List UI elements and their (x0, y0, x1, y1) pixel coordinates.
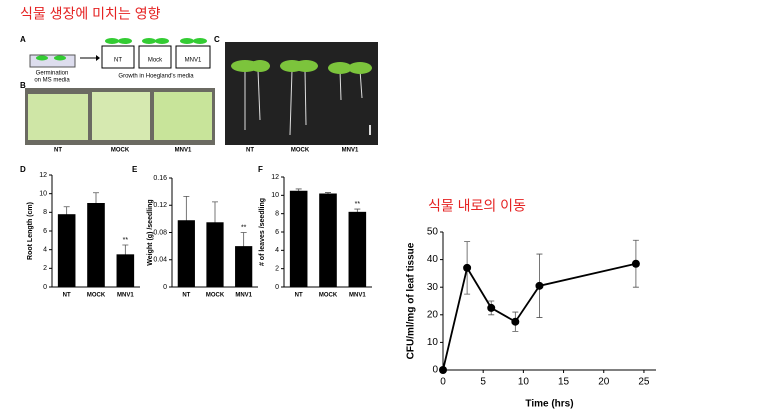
bar (57, 214, 76, 287)
photo-label: NT (246, 148, 254, 154)
point (463, 263, 472, 272)
x-tick-label: 20 (598, 377, 610, 388)
y-tick-label: 4 (275, 247, 279, 254)
x-tick-label: NT (182, 293, 190, 299)
y-axis-label: Weight (g) /seedling (147, 199, 154, 265)
bar (319, 193, 337, 287)
diagram-text: NT (114, 58, 122, 64)
bar (206, 222, 224, 287)
panel-label: B (20, 81, 26, 90)
x-axis-label: Time (hrs) (525, 399, 573, 410)
annotation: ** (123, 237, 129, 244)
y-tick-label: 6 (43, 228, 47, 235)
bar (116, 254, 135, 287)
y-tick-label: 30 (427, 282, 439, 293)
y-axis-label: # of leaves /seedling (259, 198, 266, 266)
annotation: ** (241, 224, 247, 231)
y-tick-label: 20 (427, 309, 439, 320)
photo-label: MOCK (111, 148, 130, 154)
y-tick-label: 50 (427, 227, 439, 238)
diagram-text: MNV1 (185, 58, 202, 64)
y-tick-label: 10 (271, 192, 279, 199)
photo-label: MOCK (291, 148, 310, 154)
x-tick-label: MOCK (206, 293, 225, 299)
annotation: ** (355, 201, 361, 208)
panel-label: C (214, 35, 220, 44)
photo (225, 42, 378, 145)
point (439, 366, 447, 374)
x-tick-label: 25 (638, 377, 650, 388)
y-tick-label: 2 (43, 265, 47, 272)
point (487, 303, 496, 312)
panel-label: F (258, 165, 263, 174)
y-tick-label: 12 (271, 174, 279, 181)
y-tick-label: 0 (43, 284, 47, 291)
section-title: 식물 생장에 미치는 영향 (20, 6, 161, 22)
y-tick-label: 4 (43, 247, 47, 254)
diagram-text: on MS media (34, 78, 70, 84)
y-tick-label: 40 (427, 254, 439, 265)
diagram-text: Germination (36, 71, 69, 77)
y-axis-label: CFU/ml/mg of leaf tissue (406, 242, 417, 359)
y-tick-label: 10 (39, 191, 47, 198)
diagram-text: Mock (148, 58, 163, 64)
panel-label: A (20, 35, 26, 44)
y-tick-label: 12 (39, 172, 47, 179)
bar (235, 246, 253, 287)
photo-label: MNV1 (342, 148, 359, 154)
line (442, 262, 637, 371)
point (535, 281, 544, 290)
x-tick-label: 15 (558, 377, 570, 388)
point (631, 259, 640, 268)
y-axis-label: Root Length (cm) (27, 202, 34, 260)
bar (177, 220, 195, 287)
x-tick-label: MOCK (319, 293, 338, 299)
panel-label: D (20, 165, 26, 174)
x-tick-label: 0 (440, 377, 446, 388)
x-tick-label: 10 (518, 377, 530, 388)
x-tick-label: MNV1 (349, 293, 366, 299)
section-title: 식물 내로의 이동 (428, 198, 526, 214)
y-tick-label: 0.08 (153, 229, 167, 236)
x-tick-label: MNV1 (235, 293, 252, 299)
y-tick-label: 8 (275, 211, 279, 218)
y-tick-label: 0.16 (153, 175, 167, 182)
y-tick-label: 0.12 (153, 202, 167, 209)
y-tick-label: 2 (275, 266, 279, 273)
y-tick-label: 0 (275, 284, 279, 291)
x-tick-label: NT (295, 293, 303, 299)
point (511, 317, 520, 326)
diagram (29, 38, 211, 69)
photo-label: NT (54, 148, 62, 154)
y-tick-label: 0 (432, 365, 438, 376)
photo-label: MNV1 (175, 148, 192, 154)
bar (348, 211, 367, 287)
panel-label: E (132, 165, 138, 174)
y-tick-label: 10 (427, 337, 439, 348)
bar (87, 203, 105, 287)
y-tick-label: 8 (43, 209, 47, 216)
x-tick-label: 5 (480, 377, 486, 388)
y-tick-label: 6 (275, 229, 279, 236)
x-tick-label: NT (63, 293, 71, 299)
y-tick-label: 0 (163, 284, 167, 291)
x-tick-label: MOCK (87, 293, 106, 299)
photo (25, 88, 215, 145)
diagram-text: Growth in Hoegland's media (118, 74, 194, 80)
x-tick-label: MNV1 (117, 293, 134, 299)
y-tick-label: 0.04 (153, 257, 167, 264)
bar (289, 190, 308, 287)
